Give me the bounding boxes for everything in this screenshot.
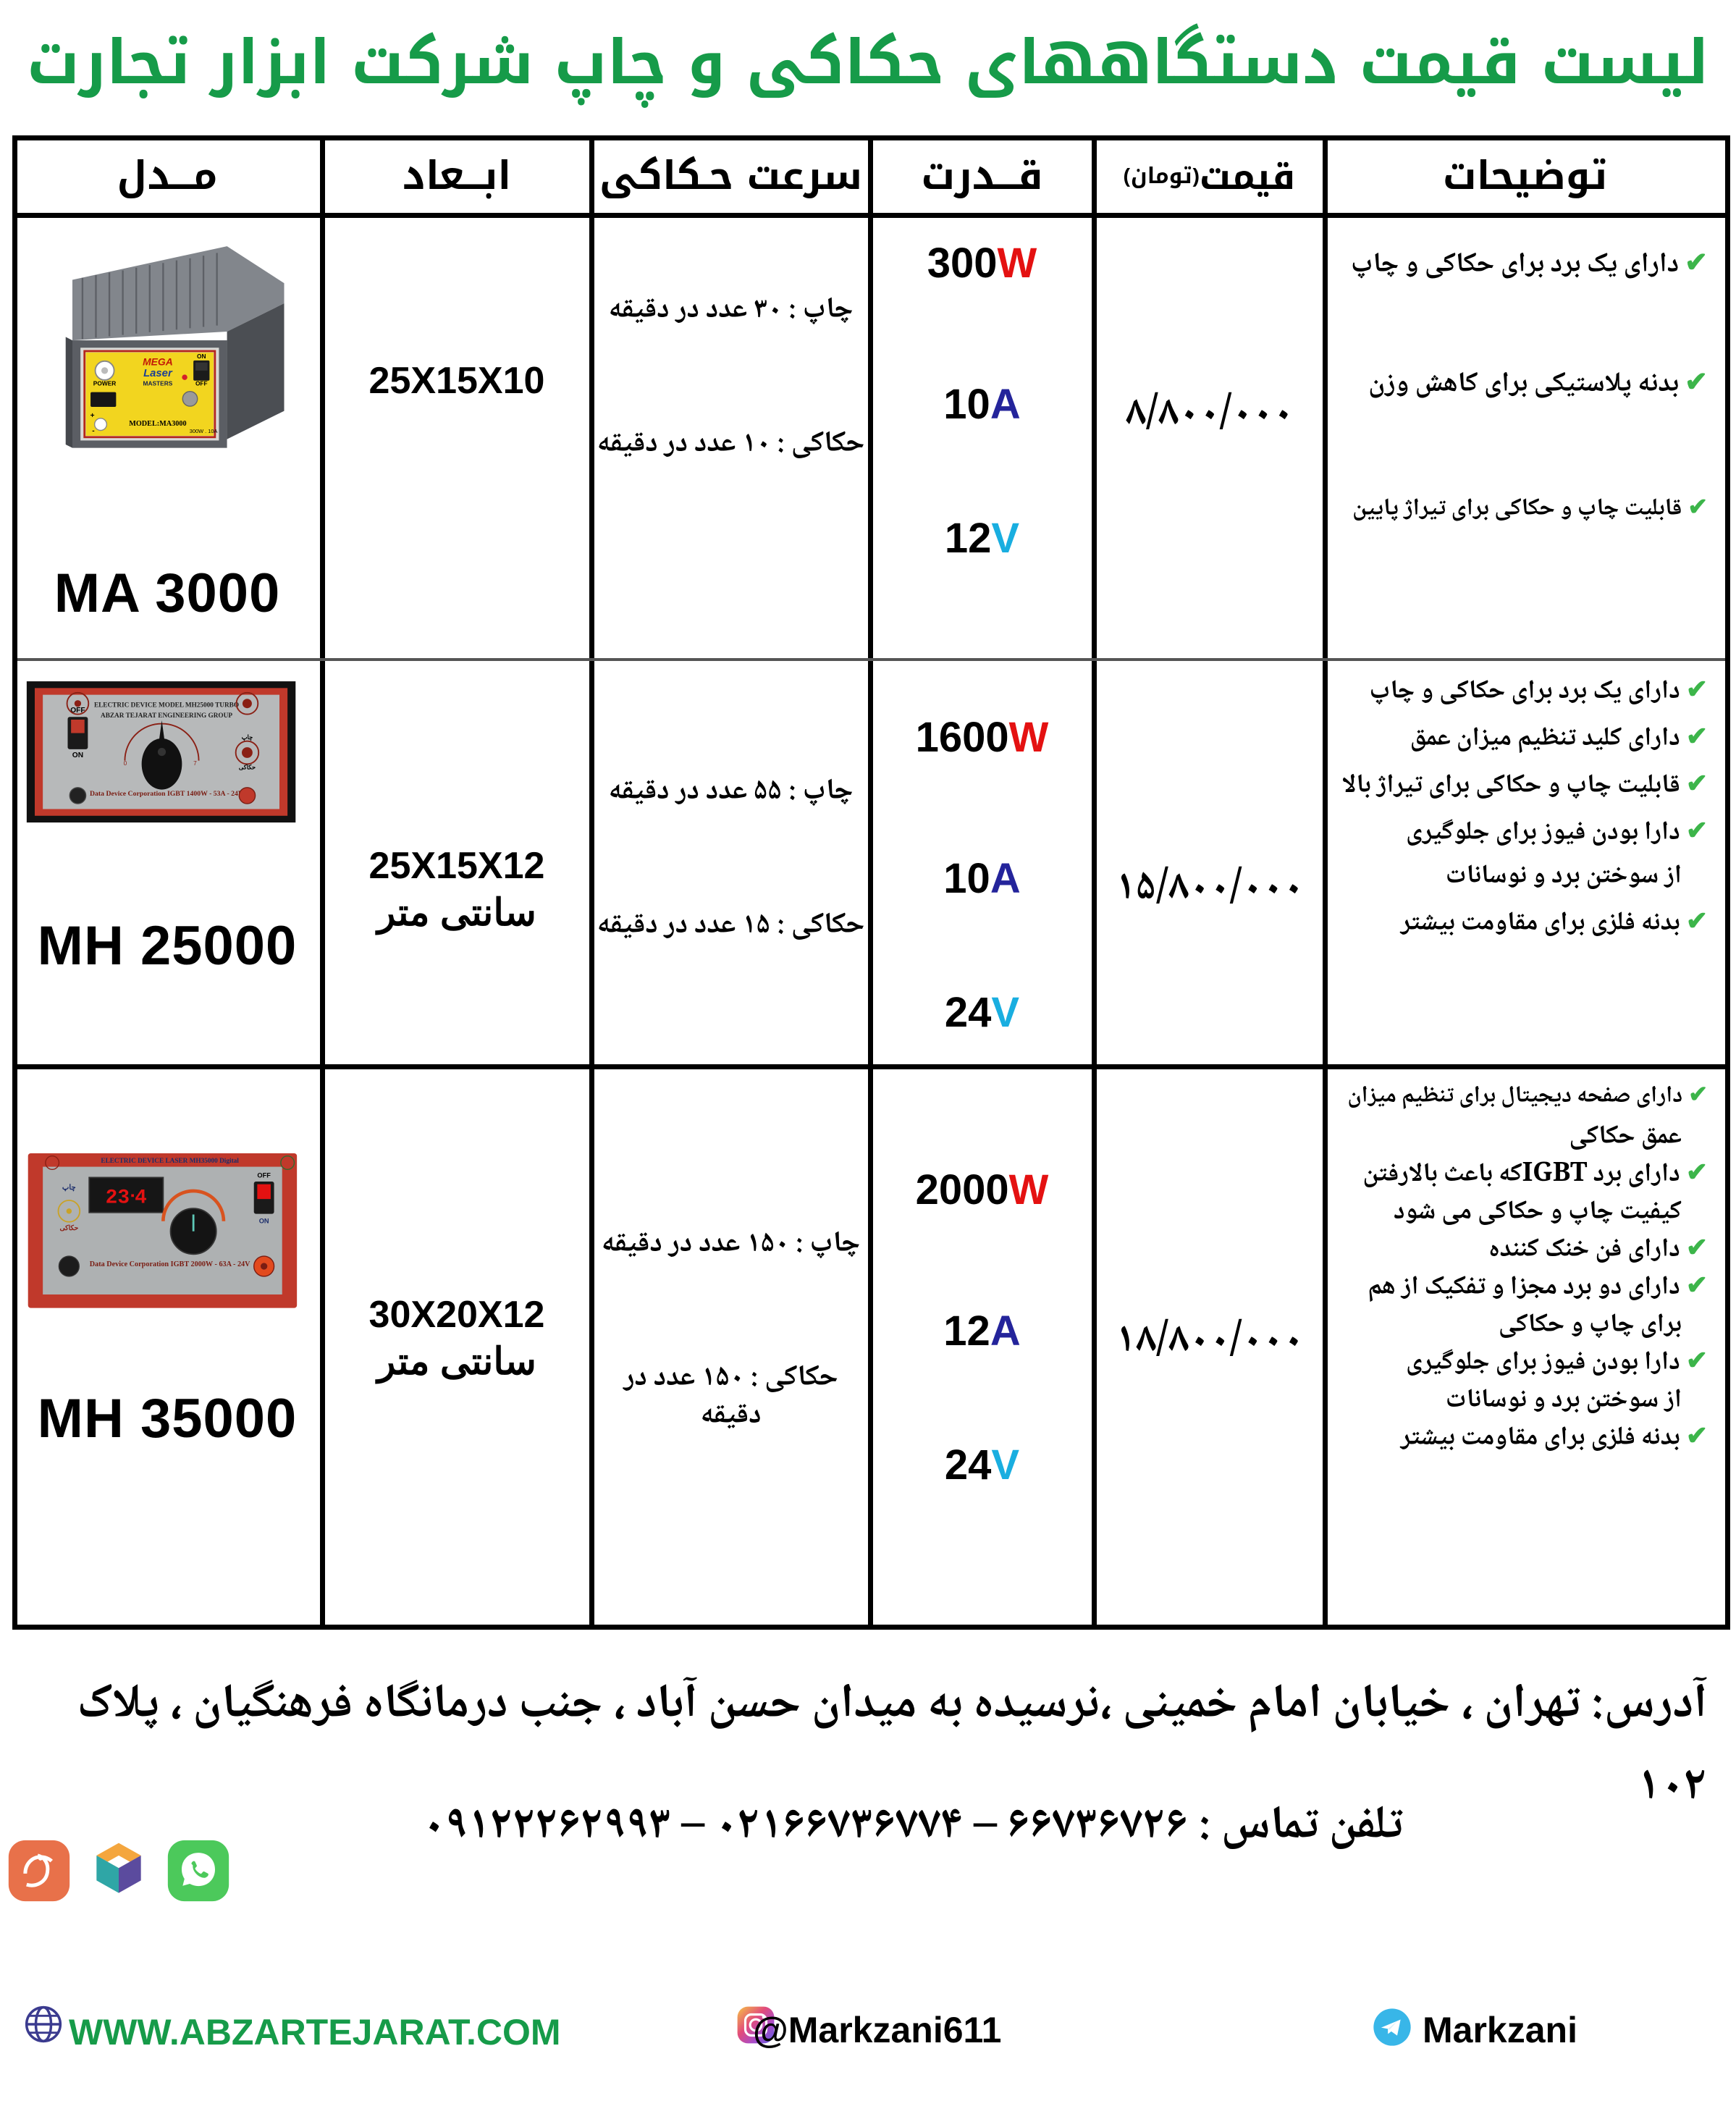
svg-text:+: + (90, 412, 95, 420)
svg-text:ELECTRIC DEVICE LASER MH35000: ELECTRIC DEVICE LASER MH35000 Digital (101, 1158, 239, 1165)
svg-text:چاپ: چاپ (242, 733, 253, 741)
svg-text:ON: ON (72, 751, 83, 759)
svg-text:حکاکی: حکاکی (59, 1224, 78, 1231)
svg-text:ON: ON (259, 1218, 269, 1225)
svg-text:Data Device Corporation IGBT 1: Data Device Corporation IGBT 1400W - 53A… (90, 790, 243, 798)
svg-text:0: 0 (124, 759, 127, 767)
svg-text:MEGA: MEGA (143, 355, 173, 367)
svg-text:Laser: Laser (143, 368, 173, 379)
svg-text:OFF: OFF (257, 1171, 271, 1179)
svg-text:ABZAR TEJARAT ENGINEERING GROU: ABZAR TEJARAT ENGINEERING GROUP (101, 712, 232, 720)
svg-text:ON: ON (197, 353, 206, 360)
svg-text:حکاکی: حکاکی (239, 764, 256, 771)
svg-text:چاپ: چاپ (62, 1184, 76, 1192)
svg-text:-: - (92, 427, 94, 435)
svg-text:POWER: POWER (93, 379, 117, 387)
svg-text:300W . 10A: 300W . 10A (190, 428, 218, 434)
svg-text:MODEL:MA3000: MODEL:MA3000 (129, 420, 186, 428)
svg-text:ELECTRIC DEVICE MODEL MH25000: ELECTRIC DEVICE MODEL MH25000 TURBO (94, 702, 239, 709)
svg-text:7: 7 (193, 759, 197, 767)
svg-text:MASTERS: MASTERS (143, 379, 173, 387)
svg-text:23ᐧ4: 23ᐧ4 (106, 1187, 147, 1210)
svg-text:Data Device Corporation IGBT: Data Device Corporation IGBT 2000W - 63A… (90, 1260, 250, 1268)
svg-text:OFF: OFF (195, 379, 208, 387)
